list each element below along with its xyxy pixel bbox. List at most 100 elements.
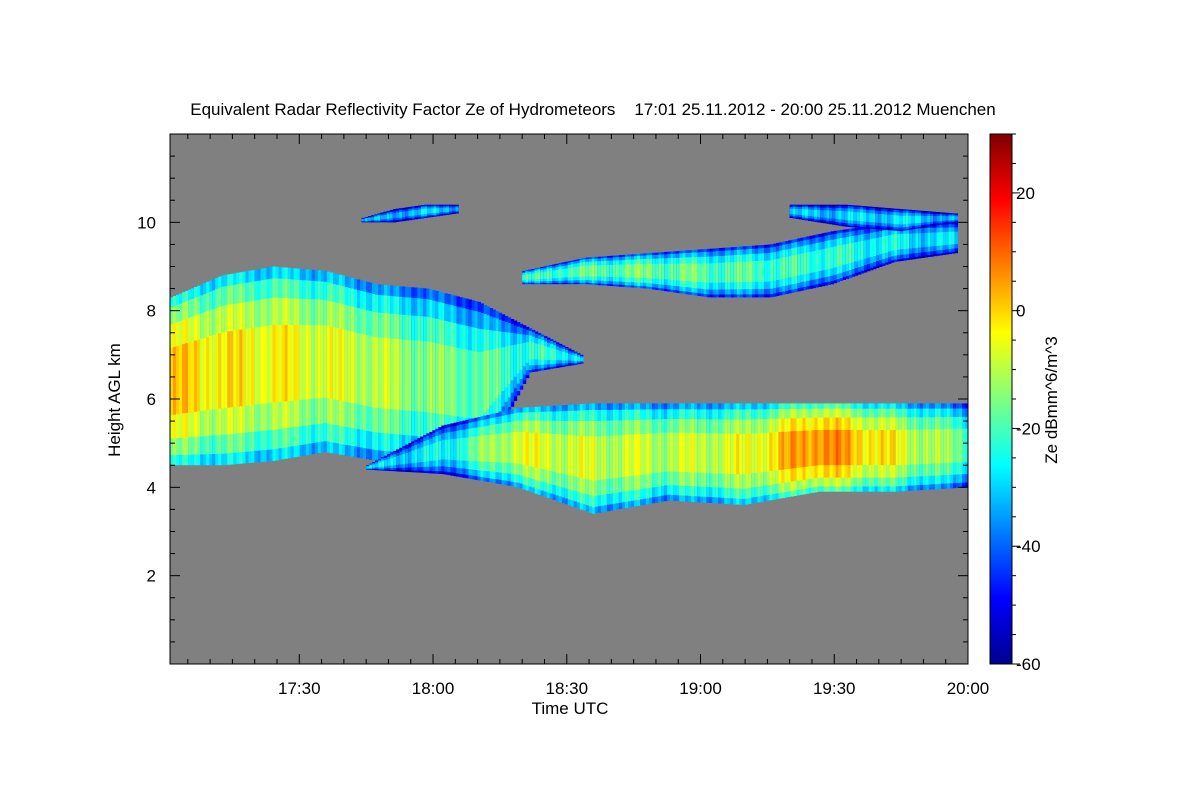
echo-column [597, 265, 602, 277]
echo-column [945, 232, 949, 245]
echo-column [936, 216, 940, 222]
echo-column [815, 250, 819, 272]
echo-column [501, 347, 506, 392]
echo-column [381, 461, 385, 467]
y-axis-label: Height AGL km [105, 343, 124, 457]
echo-column [212, 335, 216, 410]
echo-layer [361, 204, 459, 223]
echo-column [814, 430, 818, 466]
echo-column [727, 262, 732, 283]
echo-column [918, 233, 922, 248]
echo-column [427, 208, 431, 214]
echo-column [904, 429, 909, 465]
echo-column [715, 433, 719, 474]
echo-column [655, 433, 659, 473]
echo-column [758, 260, 762, 282]
echo-column [507, 432, 511, 463]
echo-column [414, 210, 419, 216]
echo-column [498, 347, 503, 395]
echo-column [742, 433, 746, 475]
echo-column [724, 262, 729, 283]
echo-column [874, 429, 879, 466]
echo-column [942, 232, 946, 246]
echo-column [868, 429, 873, 466]
colorbar-tick-label: 20 [1016, 184, 1035, 203]
echo-column [793, 431, 797, 469]
echo-column [801, 209, 806, 216]
echo-column [372, 464, 376, 468]
echo-column [558, 269, 562, 278]
echo-column [946, 429, 951, 464]
echo-column [924, 215, 928, 223]
echo-column [850, 211, 855, 221]
echo-column [417, 340, 421, 412]
echo-column [956, 428, 960, 463]
echo-column [863, 240, 868, 259]
echo-column [809, 251, 813, 273]
echo-column [667, 263, 671, 280]
echo-column [640, 264, 644, 278]
echo-column [191, 341, 195, 413]
echo-column [814, 209, 818, 217]
echo-column [534, 343, 539, 360]
echo-column [934, 429, 939, 464]
colorbar-axis: 20 0 -20 -40 -60 [1012, 133, 1041, 674]
echo-column [519, 431, 523, 465]
echo-column [383, 214, 387, 220]
echo-column [392, 213, 397, 219]
echo-column [931, 429, 936, 464]
echo-column [579, 435, 584, 478]
echo-column [918, 215, 922, 223]
echo-column [269, 325, 273, 403]
echo-column [305, 325, 310, 400]
echo-column [896, 215, 900, 225]
echo-column [936, 232, 940, 246]
x-tick-label: 18:30 [545, 679, 588, 698]
echo-column [408, 340, 412, 411]
echo-column [922, 429, 927, 464]
echo-column [462, 349, 466, 418]
echo-column [565, 352, 569, 361]
echo-column [242, 329, 246, 406]
echo-column [387, 459, 391, 466]
echo-column [817, 429, 821, 466]
echo-column [426, 341, 430, 413]
echo-column [564, 268, 568, 278]
echo-column [709, 433, 713, 474]
echo-column [442, 207, 447, 212]
echo-column [643, 433, 647, 475]
echo-column [679, 263, 683, 281]
echo-column [817, 210, 821, 218]
x-tick-label: 20:00 [947, 679, 990, 698]
echo-column [797, 254, 801, 276]
echo-column [546, 271, 550, 279]
echo-column [927, 232, 931, 247]
echo-column [965, 428, 968, 463]
echo-column [880, 429, 885, 466]
echo-column [510, 432, 514, 464]
echo-column [841, 211, 845, 220]
echo-column [751, 433, 755, 474]
echo-column [787, 431, 791, 469]
echo-column [477, 352, 481, 420]
echo-column [537, 272, 541, 280]
echo-column [580, 357, 584, 361]
echo-column [582, 265, 587, 277]
echo-column [381, 337, 385, 409]
echo-column [844, 429, 848, 466]
echo-column [504, 433, 508, 463]
echo-column [863, 212, 867, 222]
echo-column [802, 430, 806, 468]
echo-column [606, 435, 611, 479]
echo-column [597, 436, 602, 480]
x-tick-label: 17:30 [278, 679, 321, 698]
echo-column [700, 433, 704, 473]
echo-column [888, 235, 892, 252]
echo-column [516, 431, 520, 464]
echo-column [736, 433, 740, 475]
echo-column [730, 262, 735, 283]
echo-column [854, 242, 859, 262]
echo-column [749, 261, 753, 282]
echo-column [845, 244, 850, 264]
